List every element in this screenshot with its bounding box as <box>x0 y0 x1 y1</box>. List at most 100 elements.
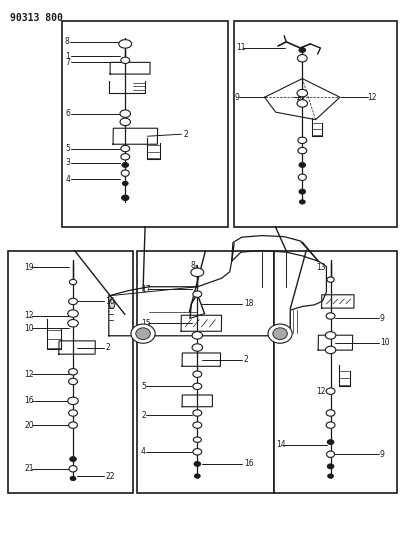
Ellipse shape <box>121 57 130 63</box>
Ellipse shape <box>122 195 129 200</box>
Ellipse shape <box>273 328 287 340</box>
Ellipse shape <box>69 369 77 375</box>
Ellipse shape <box>69 422 77 429</box>
Text: 2: 2 <box>141 411 146 420</box>
Text: 16: 16 <box>24 397 34 406</box>
Bar <box>234 21 397 227</box>
Ellipse shape <box>68 397 78 405</box>
Ellipse shape <box>298 137 307 143</box>
Ellipse shape <box>193 269 202 275</box>
Ellipse shape <box>70 477 76 481</box>
Bar <box>274 251 397 493</box>
Ellipse shape <box>298 148 307 154</box>
Text: 5: 5 <box>141 382 146 391</box>
Text: 1: 1 <box>66 52 71 61</box>
Ellipse shape <box>119 39 132 48</box>
Ellipse shape <box>193 437 202 442</box>
Ellipse shape <box>299 200 305 204</box>
Text: 2: 2 <box>183 130 188 139</box>
Ellipse shape <box>136 328 150 340</box>
Text: 12: 12 <box>24 311 34 320</box>
Ellipse shape <box>193 410 202 416</box>
Text: 20: 20 <box>24 421 34 430</box>
Text: 2: 2 <box>106 343 110 352</box>
Ellipse shape <box>326 451 334 457</box>
Bar <box>8 251 133 493</box>
Ellipse shape <box>193 291 202 297</box>
Ellipse shape <box>69 279 77 285</box>
Text: 11: 11 <box>236 44 245 52</box>
Ellipse shape <box>327 464 334 469</box>
Text: 8: 8 <box>191 261 195 270</box>
Text: 18: 18 <box>244 300 253 309</box>
Ellipse shape <box>69 466 77 472</box>
Ellipse shape <box>69 410 77 416</box>
Ellipse shape <box>121 41 129 47</box>
Ellipse shape <box>327 440 334 445</box>
Ellipse shape <box>297 90 307 97</box>
Text: 2: 2 <box>244 355 249 364</box>
Text: 21: 21 <box>24 464 34 473</box>
Ellipse shape <box>131 324 155 343</box>
Ellipse shape <box>191 268 204 277</box>
Text: 22: 22 <box>106 472 115 481</box>
Ellipse shape <box>69 298 77 305</box>
Text: 12: 12 <box>316 386 326 395</box>
Text: 15: 15 <box>141 319 151 328</box>
Ellipse shape <box>121 154 130 160</box>
Ellipse shape <box>121 146 130 152</box>
Text: 4: 4 <box>66 175 71 184</box>
Text: 7: 7 <box>66 58 71 67</box>
Ellipse shape <box>109 299 115 309</box>
Ellipse shape <box>326 388 335 394</box>
Ellipse shape <box>299 48 305 52</box>
Ellipse shape <box>120 110 131 117</box>
Ellipse shape <box>68 320 78 327</box>
Ellipse shape <box>298 174 306 181</box>
Text: 9: 9 <box>380 314 384 323</box>
Ellipse shape <box>327 277 334 282</box>
Text: 6: 6 <box>66 109 71 118</box>
Ellipse shape <box>192 332 203 339</box>
Ellipse shape <box>193 371 202 377</box>
Text: 16: 16 <box>106 297 115 306</box>
Text: 10: 10 <box>295 93 304 102</box>
Text: 9: 9 <box>235 93 240 102</box>
Bar <box>137 251 274 493</box>
Ellipse shape <box>193 449 202 455</box>
Ellipse shape <box>69 378 77 385</box>
Ellipse shape <box>194 462 201 466</box>
Ellipse shape <box>193 383 202 390</box>
Text: 8: 8 <box>64 37 69 46</box>
Text: 10: 10 <box>380 338 389 347</box>
Text: 14: 14 <box>276 440 286 449</box>
Ellipse shape <box>326 313 335 319</box>
Ellipse shape <box>193 422 202 429</box>
Ellipse shape <box>268 324 292 343</box>
Text: 10: 10 <box>24 324 34 333</box>
Ellipse shape <box>123 181 128 185</box>
Ellipse shape <box>121 170 129 176</box>
Ellipse shape <box>326 410 335 416</box>
Text: 5: 5 <box>66 144 71 153</box>
Text: 17: 17 <box>141 285 151 294</box>
Ellipse shape <box>325 332 336 339</box>
Ellipse shape <box>297 54 307 62</box>
Ellipse shape <box>297 100 307 107</box>
Ellipse shape <box>195 474 200 478</box>
Ellipse shape <box>326 422 335 429</box>
Ellipse shape <box>68 310 78 317</box>
Text: 19: 19 <box>24 263 34 272</box>
Text: 90313 800: 90313 800 <box>10 13 63 23</box>
Ellipse shape <box>192 344 203 351</box>
Text: 12: 12 <box>24 370 34 378</box>
Text: 4: 4 <box>141 447 146 456</box>
Bar <box>62 21 228 227</box>
Ellipse shape <box>299 189 305 194</box>
Text: 16: 16 <box>244 459 253 469</box>
Ellipse shape <box>325 346 336 354</box>
Text: 12: 12 <box>368 93 377 102</box>
Ellipse shape <box>299 163 305 167</box>
Ellipse shape <box>120 118 131 126</box>
Text: 3: 3 <box>66 158 71 167</box>
